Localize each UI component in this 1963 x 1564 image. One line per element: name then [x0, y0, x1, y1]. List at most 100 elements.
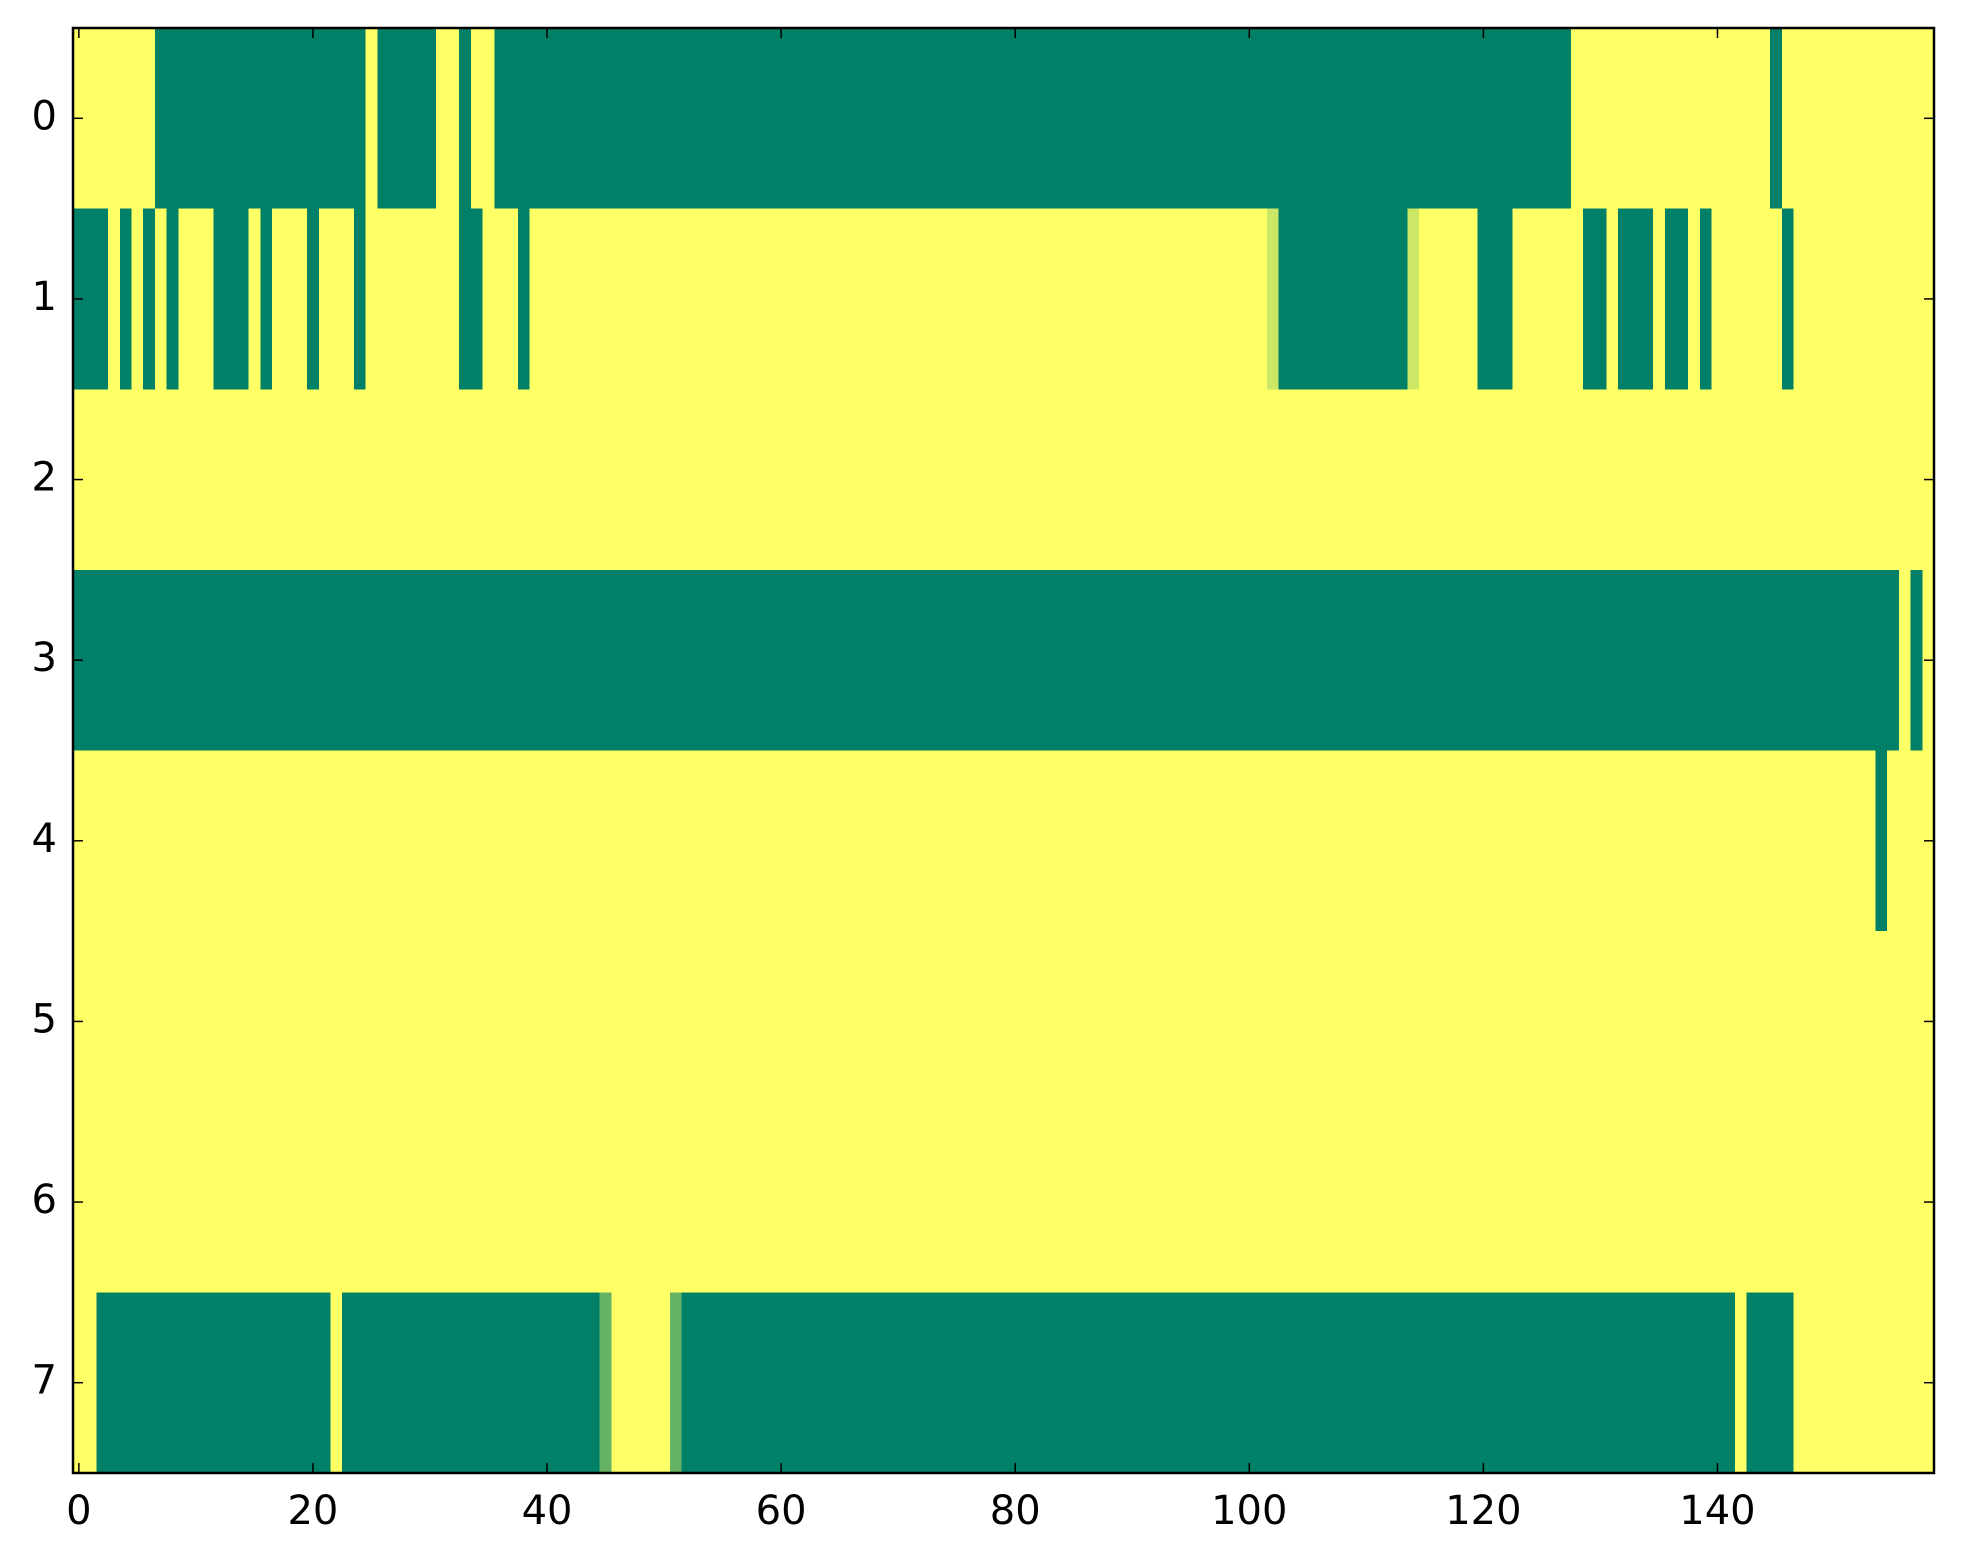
y-tick-label: 6 [32, 1177, 57, 1223]
cell [868, 750, 882, 932]
cell [1477, 389, 1490, 570]
cell [1629, 931, 1642, 1112]
cell [716, 208, 729, 390]
cell [1231, 28, 1244, 209]
cell [681, 569, 694, 751]
cell [599, 750, 612, 932]
cell [1863, 750, 1876, 932]
cell [845, 569, 858, 751]
cell [541, 28, 554, 209]
cell [1313, 931, 1326, 1112]
cell [587, 1111, 601, 1293]
cell [1313, 750, 1326, 932]
cell [1524, 28, 1537, 209]
cell [1606, 208, 1619, 390]
cell [96, 1111, 109, 1293]
cell [517, 1292, 530, 1473]
cell [786, 389, 800, 570]
cell [1290, 569, 1303, 751]
cell [1781, 208, 1795, 390]
cell [552, 1292, 566, 1473]
cell [681, 931, 694, 1112]
cell [506, 208, 519, 390]
cell [1500, 28, 1514, 209]
cell [1524, 208, 1537, 390]
cell [108, 569, 121, 751]
cell [1079, 931, 1092, 1112]
cell [178, 208, 191, 390]
cell [611, 931, 624, 1112]
cell [1278, 931, 1291, 1112]
cell [1758, 389, 1771, 570]
cell [447, 389, 460, 570]
cell [892, 750, 905, 932]
cell [1419, 569, 1432, 751]
cell [1547, 208, 1560, 390]
cell [927, 389, 940, 570]
cell [1102, 931, 1116, 1112]
cell [1676, 931, 1689, 1112]
cell [1512, 931, 1525, 1112]
cell [470, 1292, 484, 1473]
cell [330, 1292, 343, 1473]
cell [552, 931, 566, 1112]
cell [564, 931, 577, 1112]
cell [1735, 208, 1748, 390]
cell [1489, 569, 1502, 751]
cell [1138, 28, 1151, 209]
cell [1606, 931, 1619, 1112]
cell [1067, 1111, 1081, 1293]
cell [1091, 28, 1104, 209]
cell [798, 28, 811, 209]
cell [1746, 208, 1759, 390]
cell [1571, 931, 1584, 1112]
cell [459, 931, 472, 1112]
cell [96, 208, 109, 390]
cell [1337, 750, 1350, 932]
cell [529, 389, 542, 570]
cell [541, 389, 554, 570]
cell [810, 389, 823, 570]
cell [1056, 28, 1069, 209]
cell [1711, 28, 1724, 209]
cell [318, 389, 331, 570]
cell [1875, 1111, 1888, 1293]
cell [1711, 208, 1724, 390]
cell [751, 208, 765, 390]
cell [1161, 931, 1174, 1112]
cell [1266, 1111, 1280, 1293]
cell [517, 569, 530, 751]
cell [1407, 1292, 1420, 1473]
cell [330, 750, 343, 932]
cell [1009, 931, 1022, 1112]
cell [1301, 931, 1315, 1112]
cell [1852, 389, 1865, 570]
cell [1138, 1111, 1151, 1293]
cell [822, 208, 835, 390]
cell [693, 208, 706, 390]
cell [1360, 389, 1373, 570]
cell [178, 389, 191, 570]
cell [985, 1111, 999, 1293]
cell [131, 208, 144, 390]
cell [494, 931, 507, 1112]
cell [1500, 569, 1514, 751]
cell [915, 1111, 928, 1293]
cell [1056, 931, 1069, 1112]
cell [892, 1111, 905, 1293]
cell [459, 208, 472, 390]
cell [1711, 1111, 1724, 1293]
cell [1161, 569, 1174, 751]
cell [751, 389, 765, 570]
cell [1056, 750, 1069, 932]
cell [634, 1111, 648, 1293]
cell [1898, 389, 1912, 570]
cell [1442, 1292, 1455, 1473]
cell [1781, 389, 1795, 570]
cell [880, 569, 893, 751]
cell [482, 28, 495, 209]
cell [482, 208, 495, 390]
cell [400, 1111, 413, 1293]
cell [506, 1292, 519, 1473]
cell [1816, 389, 1830, 570]
